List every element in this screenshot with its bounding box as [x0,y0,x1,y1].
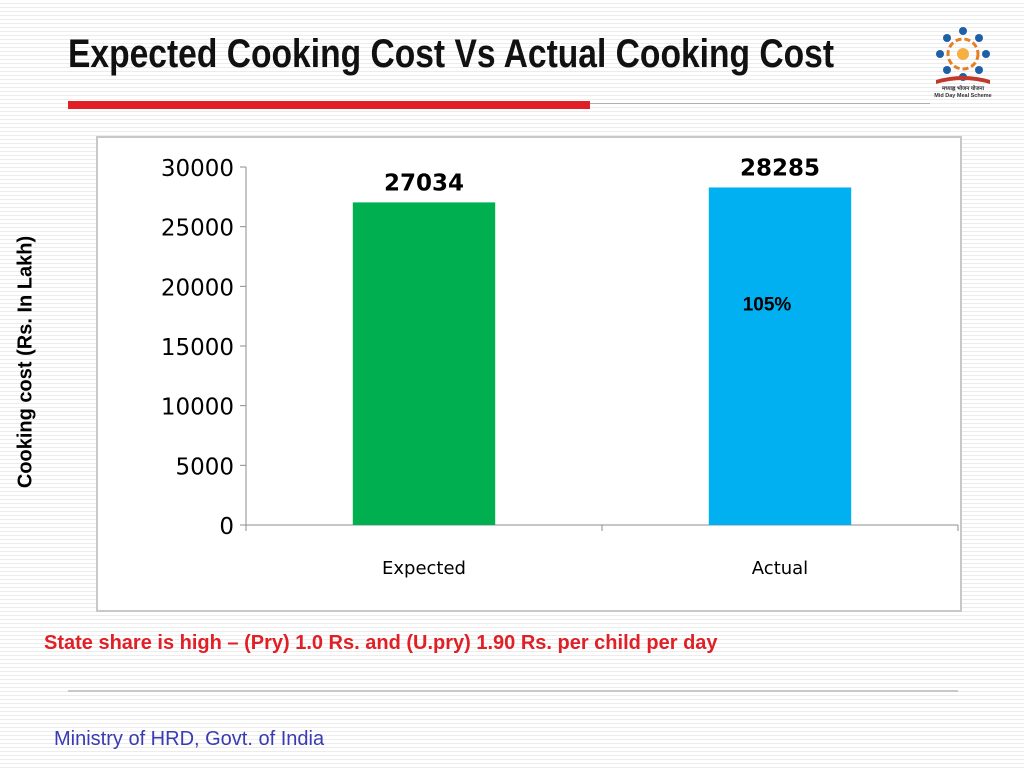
x-category-label: Expected [382,558,466,579]
y-tick-label: 15000 [161,335,234,361]
logo-caption-hindi: मध्याह्न भोजन योजना [941,86,985,92]
logo-caption-english: Mid Day Meal Scheme [934,93,992,99]
data-label-actual: 28285 [740,155,820,181]
annotation-percentage: 105% [743,294,792,315]
y-tick-label: 0 [219,514,234,540]
bar-actual [708,187,852,525]
title-rule-grey [590,103,930,104]
logo-caption: मध्याह्न भोजन योजना Mid Day Meal Scheme [926,86,1000,100]
y-tick-label: 5000 [175,454,234,480]
y-tick-label: 25000 [161,216,234,242]
y-tick-label: 10000 [161,395,234,421]
mid-day-meal-logo-icon [936,27,990,84]
bar-expected [352,202,496,525]
chart-frame: 0 5000 10000 15000 20000 25000 30000 Expected 27… [96,136,962,612]
y-tick-label: 30000 [161,156,234,182]
footer-rule [68,690,958,692]
footnote: State share is high – (Pry) 1.0 Rs. and … [44,632,718,654]
y-tick-label: 20000 [161,275,234,301]
bar-chart: 0 5000 10000 15000 20000 25000 30000 Expected 27… [161,155,959,579]
x-category-label: Actual [752,558,808,579]
title-rule-red [68,101,590,109]
slide-title: Expected Cooking Cost Vs Actual Cooking … [68,32,835,76]
data-label-expected: 27034 [384,170,464,196]
logo-ring [936,27,990,81]
footer-text: Ministry of HRD, Govt. of India [54,728,325,750]
y-axis-label: Cooking cost (Rs. In Lakh) [14,235,37,489]
